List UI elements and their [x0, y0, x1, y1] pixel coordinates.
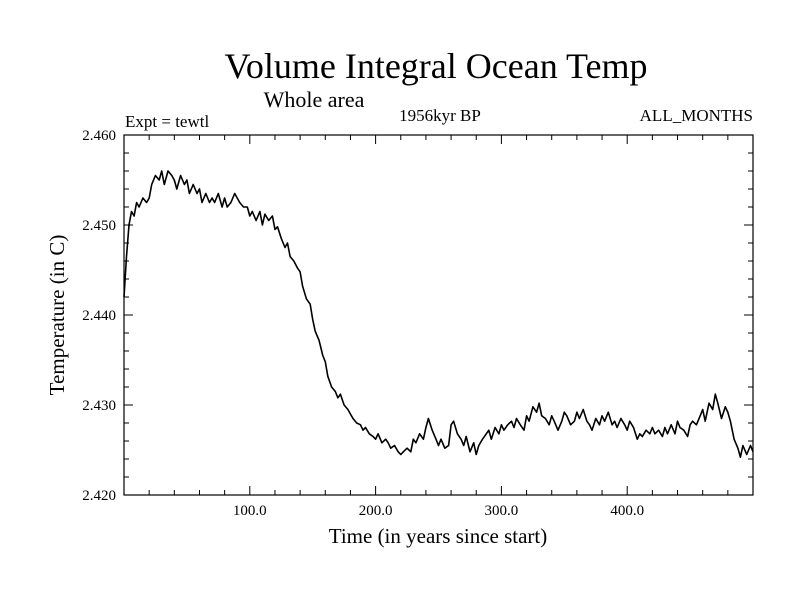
x-tick-label: 300.0 — [485, 503, 519, 519]
y-axis-label: Temperature (in C) — [45, 235, 69, 396]
months-label: ALL_MONTHS — [640, 106, 753, 125]
experiment-label: Expt = tewtl — [125, 112, 209, 131]
y-tick-label: 2.450 — [82, 218, 116, 234]
series-line-temperature — [123, 170, 754, 458]
x-axis-tick-labels: 100.0 200.0 300.0 400.0 — [233, 503, 644, 519]
y-tick-label: 2.440 — [82, 308, 116, 324]
x-tick-label: 400.0 — [610, 503, 644, 519]
plot-frame — [123, 134, 754, 496]
y-axis-tick-labels: 2.420 2.430 2.440 2.450 2.460 — [82, 128, 116, 504]
period-label: 1956kyr BP — [399, 106, 481, 125]
y-tick-label: 2.460 — [82, 128, 116, 144]
x-tick-label: 200.0 — [359, 503, 393, 519]
x-axis-ticks — [148, 135, 729, 495]
chart-title: Volume Integral Ocean Temp — [224, 46, 647, 86]
x-tick-label: 100.0 — [233, 503, 267, 519]
y-tick-label: 2.430 — [82, 398, 116, 414]
x-axis-label: Time (in years since start) — [329, 524, 548, 548]
y-tick-label: 2.420 — [82, 488, 116, 504]
chart-subtitle: Whole area — [264, 87, 365, 112]
y-axis-ticks — [124, 152, 753, 478]
